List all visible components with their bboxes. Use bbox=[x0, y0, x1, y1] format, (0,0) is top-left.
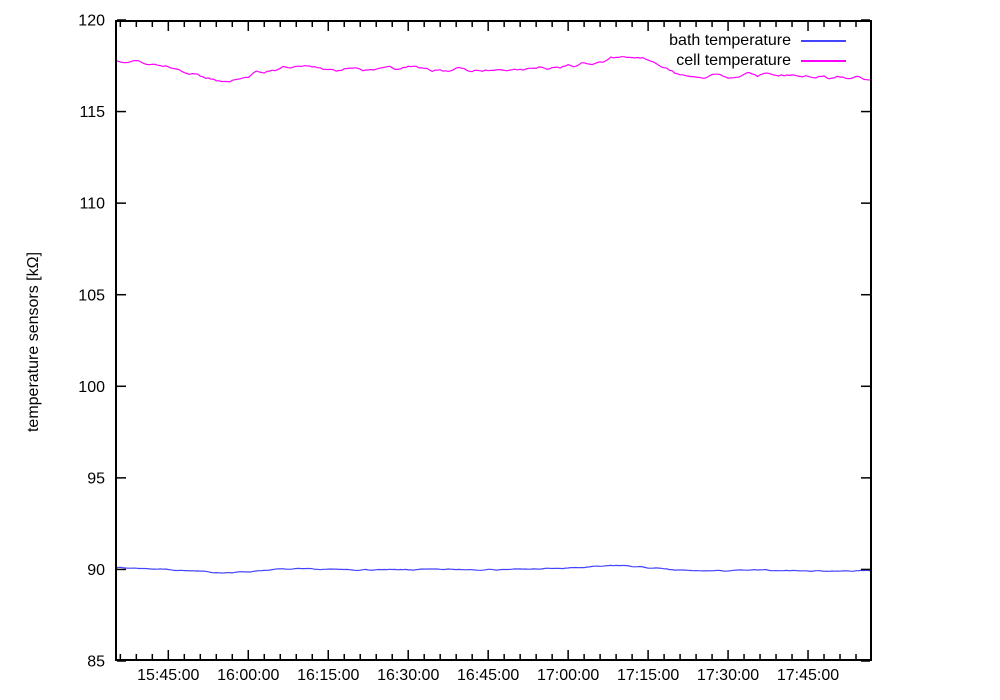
legend-item-cell-temperature: cell temperature bbox=[669, 51, 846, 71]
legend-label-cell-temperature: cell temperature bbox=[676, 52, 791, 69]
series-layer bbox=[114, 56, 873, 574]
x-tick-label: 17:30:00 bbox=[697, 667, 759, 684]
series-line-cell-temperature bbox=[114, 56, 873, 83]
series-line-bath-temperature bbox=[114, 564, 873, 574]
x-tick-label: 17:15:00 bbox=[617, 667, 679, 684]
x-tick-label: 17:45:00 bbox=[777, 667, 839, 684]
x-tick-label: 16:45:00 bbox=[457, 667, 519, 684]
x-tick-label: 17:00:00 bbox=[537, 667, 599, 684]
legend-item-bath-temperature: bath temperature bbox=[669, 31, 846, 51]
x-tick-label: 16:30:00 bbox=[377, 667, 439, 684]
legend: bath temperature cell temperature bbox=[669, 31, 846, 71]
legend-line-sample-bath-temperature bbox=[801, 40, 846, 42]
tick-label-layer: 85 90 95 100 105 110 115 120 15:45:00 16:00:00 16:… bbox=[78, 13, 839, 684]
x-tick-label: 16:15:00 bbox=[297, 667, 359, 684]
y-tick-label: 105 bbox=[78, 287, 105, 304]
y-tick-label: 100 bbox=[78, 379, 105, 396]
y-tick-label: 120 bbox=[78, 13, 105, 30]
legend-label-bath-temperature: bath temperature bbox=[669, 32, 791, 49]
legend-line-sample-cell-temperature bbox=[801, 60, 846, 62]
y-tick-label: 110 bbox=[79, 196, 105, 213]
plot-border bbox=[115, 20, 872, 661]
axis-layer bbox=[115, 19, 872, 662]
y-tick-label: 115 bbox=[79, 104, 105, 121]
y-tick-label: 85 bbox=[87, 654, 105, 671]
x-tick-label: 15:45:00 bbox=[137, 667, 199, 684]
y-axis-title: temperature sensors [kΩ] bbox=[25, 252, 42, 432]
y-tick-label: 95 bbox=[87, 470, 105, 487]
y-tick-label: 90 bbox=[87, 562, 105, 579]
x-tick-label: 16:00:00 bbox=[217, 667, 279, 684]
